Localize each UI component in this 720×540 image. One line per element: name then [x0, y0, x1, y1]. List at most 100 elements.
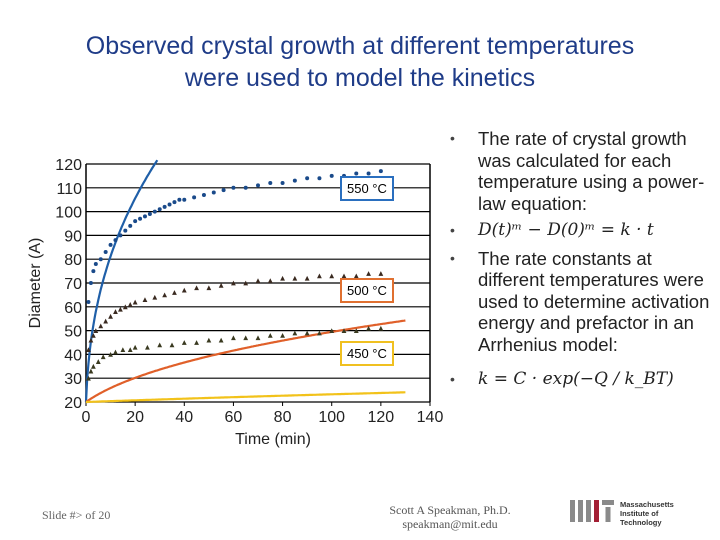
data-point-s1-17 — [194, 285, 199, 291]
label-550c: 550 °C — [340, 176, 394, 201]
data-point-s1-3 — [93, 328, 99, 333]
data-point-s2-8 — [127, 347, 133, 353]
data-point-s2-24 — [317, 330, 322, 336]
y-tick-label-100: 100 — [55, 205, 82, 222]
data-point-s0-9 — [123, 228, 128, 233]
data-point-s1-26 — [304, 275, 310, 281]
data-point-s2-15 — [206, 337, 212, 343]
data-point-s1-2 — [90, 332, 96, 338]
bullet-dot-icon: • — [450, 222, 455, 238]
data-point-s2-14 — [194, 340, 199, 345]
data-point-s2-1 — [88, 368, 94, 374]
data-point-s0-0 — [86, 300, 91, 305]
fit-curve-series-0 — [84, 159, 159, 403]
bullet-dot-icon: • — [450, 130, 455, 146]
data-point-s0-7 — [113, 238, 118, 243]
y-tick-label-50: 50 — [64, 324, 82, 341]
data-point-s0-21 — [182, 197, 187, 202]
data-point-s1-6 — [108, 313, 113, 319]
data-point-s0-25 — [221, 188, 226, 193]
data-point-s1-5 — [103, 318, 109, 324]
data-point-s2-2 — [90, 363, 96, 369]
data-point-s0-38 — [378, 169, 383, 174]
data-point-s1-32 — [378, 271, 384, 276]
x-axis-label: Time (min) — [235, 431, 311, 448]
x-tick-label-60: 60 — [225, 409, 243, 426]
data-point-s1-14 — [162, 292, 168, 298]
data-point-s0-33 — [317, 176, 322, 181]
data-point-s1-24 — [280, 275, 285, 281]
bullet-dot-icon: • — [450, 249, 455, 266]
data-point-s2-0 — [86, 375, 91, 381]
data-point-s0-23 — [201, 192, 206, 197]
data-point-s2-23 — [304, 330, 310, 336]
data-point-s1-10 — [127, 302, 133, 307]
y-tick-label-120: 120 — [55, 157, 82, 174]
data-point-s0-30 — [280, 181, 285, 186]
data-point-s1-31 — [366, 271, 371, 276]
mit-logo-icon — [570, 500, 614, 522]
data-point-s1-25 — [292, 275, 298, 281]
data-point-s2-4 — [100, 354, 106, 360]
data-point-s2-28 — [366, 325, 371, 331]
data-point-s2-29 — [378, 325, 384, 331]
data-point-s0-3 — [93, 261, 98, 266]
data-point-s2-7 — [120, 347, 126, 353]
data-point-s1-4 — [98, 323, 104, 329]
data-point-s1-23 — [267, 278, 273, 284]
data-point-s0-15 — [152, 209, 157, 214]
data-point-s1-16 — [181, 287, 187, 293]
data-point-s0-18 — [167, 202, 172, 207]
x-tick-label-40: 40 — [175, 409, 193, 426]
data-point-s1-11 — [132, 299, 138, 305]
data-point-s1-28 — [329, 273, 335, 279]
data-point-s0-14 — [147, 211, 152, 216]
data-point-s1-7 — [113, 309, 118, 314]
bullet-dot-icon: • — [450, 371, 455, 387]
y-tick-label-70: 70 — [64, 276, 82, 293]
x-tick-label-80: 80 — [274, 409, 292, 426]
data-point-s0-5 — [103, 250, 108, 255]
data-point-s1-29 — [341, 273, 347, 279]
data-point-s2-25 — [329, 328, 335, 333]
data-point-s1-27 — [317, 273, 322, 279]
data-point-s0-22 — [192, 195, 197, 200]
data-point-s2-12 — [169, 342, 175, 348]
data-point-s0-32 — [305, 176, 310, 181]
x-tick-label-120: 120 — [368, 409, 395, 426]
data-point-s0-1 — [88, 281, 93, 285]
data-point-s2-20 — [267, 332, 273, 338]
mit-logo-text: Massachusetts Institute of Technology — [620, 500, 674, 527]
data-point-s0-6 — [108, 242, 113, 247]
data-point-s0-17 — [162, 204, 167, 209]
data-point-s0-13 — [142, 214, 147, 219]
y-tick-label-40: 40 — [64, 347, 82, 364]
data-point-s1-13 — [152, 294, 158, 300]
x-tick-label-140: 140 — [417, 409, 444, 426]
data-point-s2-19 — [255, 335, 261, 341]
data-point-s0-37 — [366, 171, 371, 176]
data-point-s1-18 — [206, 285, 212, 291]
slide-number: Slide #> of 20 — [42, 508, 111, 522]
data-point-s1-9 — [122, 304, 128, 310]
bullet-power-law-equation: • D(t)ᵐ − D(0)ᵐ = k · t — [450, 220, 654, 240]
data-point-s0-29 — [268, 181, 273, 186]
data-point-s2-21 — [280, 332, 285, 338]
y-tick-label-20: 20 — [64, 395, 82, 412]
data-point-s1-20 — [231, 280, 236, 286]
x-tick-label-0: 0 — [82, 409, 91, 426]
title-line-1: Observed crystal growth at different tem… — [85, 32, 635, 60]
data-point-s0-12 — [138, 216, 143, 221]
data-point-s0-28 — [256, 183, 260, 188]
data-point-s2-11 — [157, 342, 163, 348]
y-tick-label-90: 90 — [64, 228, 82, 245]
data-point-s2-6 — [113, 349, 118, 355]
data-point-s2-22 — [292, 330, 298, 336]
data-point-s1-15 — [172, 290, 177, 295]
data-point-s1-30 — [353, 273, 359, 279]
data-point-s0-10 — [128, 223, 133, 228]
data-point-s2-3 — [95, 359, 101, 364]
data-point-s0-4 — [98, 257, 103, 262]
data-point-s2-5 — [108, 352, 113, 357]
